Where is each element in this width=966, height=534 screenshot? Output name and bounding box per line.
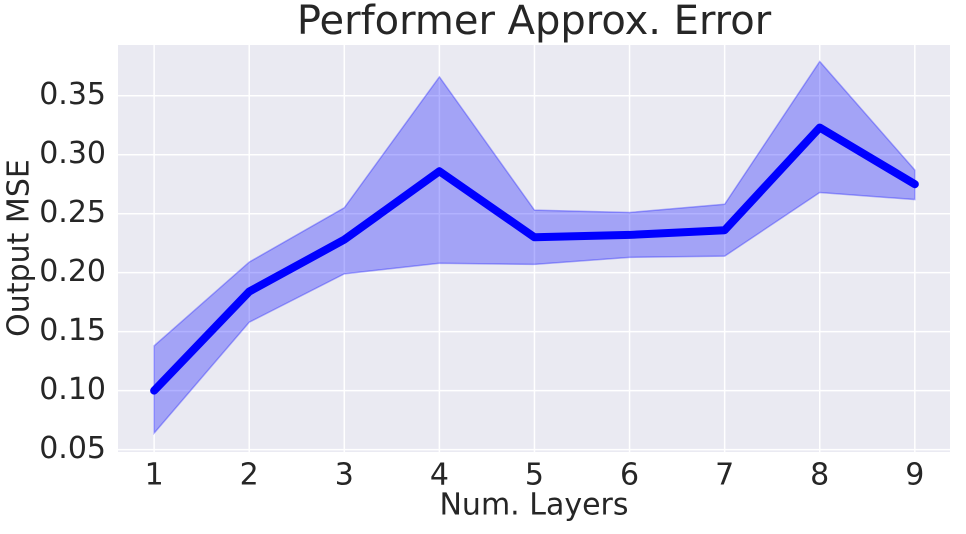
y-tick-label: 0.25 [39,195,106,230]
x-tick-label: 2 [240,458,259,493]
y-tick-label: 0.05 [39,431,106,466]
x-tick-label: 3 [335,458,354,493]
y-tick-label: 0.20 [39,254,106,289]
x-tick-label: 1 [145,458,164,493]
error-band [153,60,916,436]
line [150,123,919,395]
chart-title: Performer Approx. Error [297,0,772,44]
y-tick-label: 0.30 [39,136,106,171]
x-tick-label: 5 [525,458,544,493]
y-tick-label: 0.15 [39,313,106,348]
y-tick-label: 0.35 [39,77,106,112]
x-tick-label: 7 [715,458,734,493]
x-tick-label: 9 [905,458,924,493]
x-tick-label: 6 [620,458,639,493]
x-tick-label: 4 [430,458,449,493]
y-tick-label: 0.10 [39,372,106,407]
x-tick-label: 8 [810,458,829,493]
x-axis-label: Num. Layers [439,488,628,523]
y-axis-label: Output MSE [2,159,37,337]
